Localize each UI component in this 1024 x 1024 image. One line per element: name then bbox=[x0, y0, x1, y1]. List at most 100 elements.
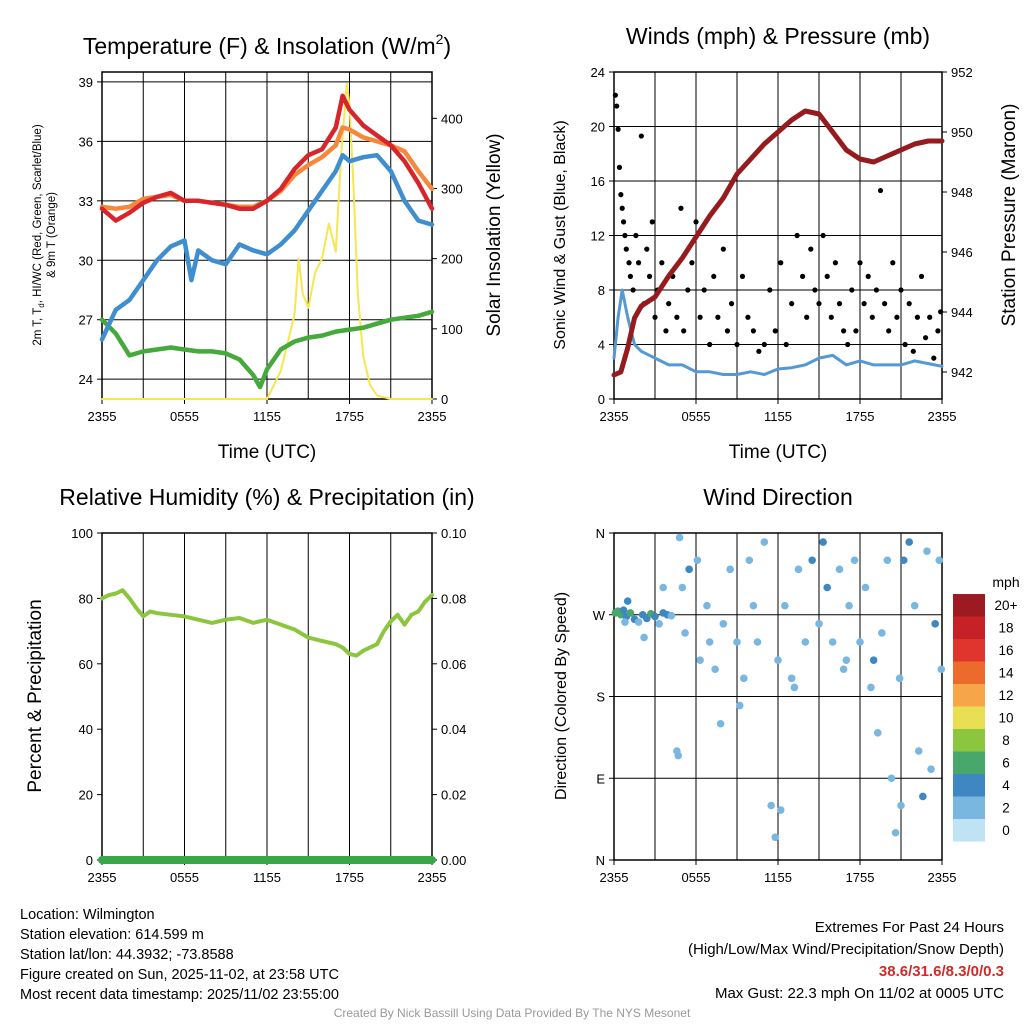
direction-point bbox=[919, 792, 927, 801]
gust-point bbox=[804, 314, 810, 320]
gust-point bbox=[623, 246, 629, 252]
insolation-line bbox=[101, 82, 433, 400]
gust-point bbox=[715, 314, 721, 320]
gust-point bbox=[638, 133, 644, 139]
direction-point bbox=[914, 747, 923, 755]
humidity-y2-tick-label: 0.02 bbox=[441, 788, 466, 803]
direction-point bbox=[910, 601, 919, 610]
wind-direction-y-tick-label: N bbox=[596, 526, 605, 541]
direction-point bbox=[735, 701, 744, 710]
gust-point bbox=[663, 328, 669, 334]
winds-y-tick-label: 0 bbox=[598, 392, 605, 407]
winds-x-tick-label: 2355 bbox=[928, 409, 957, 424]
direction-point bbox=[705, 638, 714, 646]
gust-point bbox=[853, 328, 859, 334]
wind-direction-chart-title: Wind Direction bbox=[703, 484, 853, 510]
gust-point bbox=[689, 260, 695, 266]
temperature-y-tick-label: 30 bbox=[79, 253, 93, 268]
humidity-y-tick-label: 0 bbox=[86, 853, 93, 868]
speed-legend-swatch bbox=[953, 706, 985, 729]
speed-legend-label: 6 bbox=[1002, 756, 1010, 771]
gust-point bbox=[836, 301, 843, 307]
winds-y-tick-label: 16 bbox=[591, 174, 605, 189]
gust-point bbox=[869, 314, 875, 320]
direction-point bbox=[667, 611, 676, 620]
station-location: Location: Wilmington bbox=[20, 907, 155, 923]
wind-direction-chart: Wind Direction Direction (Colored By Spe… bbox=[553, 484, 1020, 885]
temperature-y2-tick-label: 400 bbox=[441, 111, 463, 126]
gust-point bbox=[666, 301, 672, 307]
heat-index-wind-chill-line bbox=[99, 152, 435, 342]
direction-point bbox=[883, 556, 892, 565]
gust-point bbox=[789, 301, 795, 307]
gust-point bbox=[630, 287, 636, 293]
winds-y2-tick-label: 948 bbox=[951, 185, 973, 200]
winds-y-tick-label: 8 bbox=[598, 283, 605, 298]
direction-point bbox=[931, 620, 939, 628]
gust-point bbox=[882, 301, 888, 307]
direction-point bbox=[719, 620, 728, 628]
humidity-x-tick-label: 1155 bbox=[253, 870, 281, 885]
temperature-left-axis-label: 2m T, Td, HI/WC (Red, Green, Scarlet/Blu… bbox=[32, 124, 46, 345]
gust-point bbox=[620, 219, 627, 225]
direction-point bbox=[819, 538, 827, 546]
direction-point bbox=[878, 629, 886, 637]
winds-chart-title: Winds (mph) & Pressure (mb) bbox=[626, 23, 930, 49]
wind-speed-line bbox=[612, 288, 944, 376]
humidity-left-axis-label: Percent & Precipitation bbox=[25, 599, 46, 792]
humidity-y-tick-label: 80 bbox=[79, 591, 93, 606]
direction-point bbox=[891, 828, 900, 837]
direction-point bbox=[745, 556, 754, 565]
gust-point bbox=[845, 341, 851, 348]
station-elevation: Station elevation: 614.599 m bbox=[20, 927, 204, 943]
humidity-y2-tick-label: 0.00 bbox=[441, 853, 466, 868]
gust-point bbox=[728, 301, 735, 307]
wind-direction-y-tick-label: W bbox=[593, 608, 606, 623]
gust-point bbox=[627, 273, 634, 279]
direction-point bbox=[696, 656, 704, 664]
direction-point bbox=[655, 620, 663, 628]
winds-y2-tick-label: 946 bbox=[951, 245, 973, 260]
direction-point bbox=[873, 729, 882, 737]
speed-legend-title: mph bbox=[992, 574, 1019, 590]
speed-legend-swatch bbox=[953, 639, 985, 662]
winds-frame bbox=[613, 71, 943, 400]
gust-point bbox=[898, 287, 904, 293]
gust-point bbox=[626, 260, 632, 266]
winds-x-tick-label: 0555 bbox=[682, 409, 711, 424]
direction-point bbox=[623, 597, 632, 605]
gust-point bbox=[761, 341, 767, 348]
direction-point bbox=[685, 565, 693, 574]
humidity-chart-title: Relative Humidity (%) & Precipitation (i… bbox=[59, 484, 474, 510]
speed-legend-label: 4 bbox=[1002, 778, 1010, 793]
speed-legend-label: 10 bbox=[998, 711, 1013, 726]
credit-line: Created By Nick Bassill Using Data Provi… bbox=[333, 1006, 691, 1020]
gust-point bbox=[678, 205, 684, 211]
gust-point bbox=[633, 232, 639, 239]
direction-point bbox=[850, 556, 859, 565]
temperature-y-tick-label: 36 bbox=[79, 134, 93, 149]
direction-point bbox=[774, 656, 782, 664]
speed-legend-label: 12 bbox=[998, 688, 1013, 703]
humidity-x-tick-label: 2355 bbox=[418, 870, 447, 885]
gust-point bbox=[865, 273, 871, 279]
gust-point bbox=[902, 341, 908, 348]
gust-point bbox=[894, 314, 900, 320]
gust-point bbox=[636, 260, 642, 266]
gust-point bbox=[674, 314, 680, 320]
gust-point bbox=[808, 246, 814, 252]
direction-point bbox=[935, 556, 944, 565]
gust-point bbox=[681, 328, 687, 334]
gust-point bbox=[841, 328, 847, 334]
gust-point bbox=[886, 328, 892, 334]
gust-point bbox=[619, 205, 625, 211]
direction-point bbox=[845, 601, 853, 610]
winds-right-axis-label: Station Pressure (Maroon) bbox=[999, 104, 1020, 327]
direction-point bbox=[733, 638, 741, 646]
direction-point bbox=[808, 556, 816, 565]
winds-x-tick-label: 2355 bbox=[600, 409, 629, 424]
humidity-y-tick-label: 40 bbox=[79, 722, 93, 737]
gust-point bbox=[918, 273, 925, 279]
gust-point bbox=[927, 314, 933, 320]
humidity-y-tick-label: 20 bbox=[79, 788, 93, 803]
